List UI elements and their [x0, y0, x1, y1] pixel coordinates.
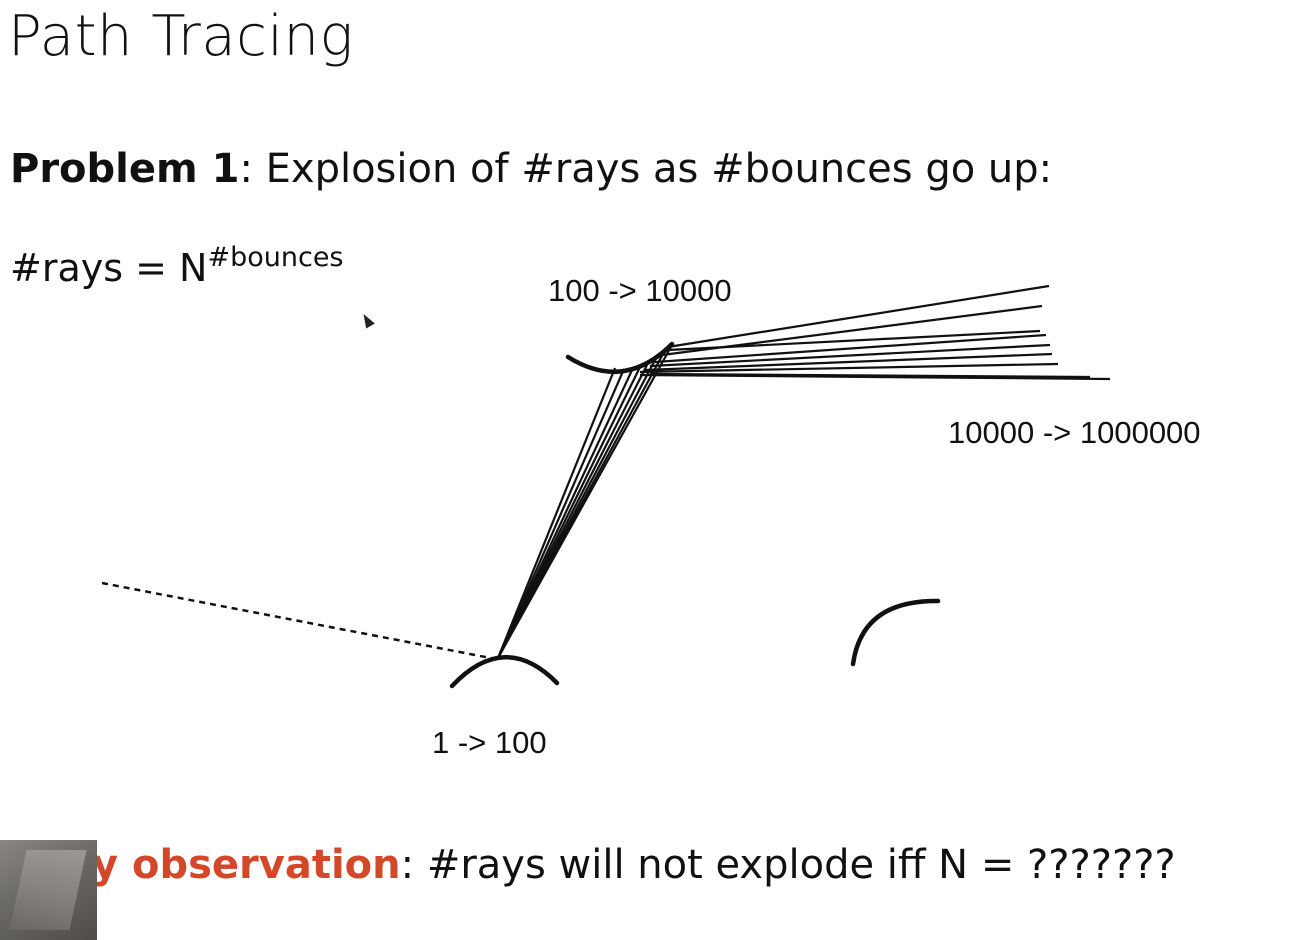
formula-exponent: #bounces — [207, 242, 344, 274]
label-first-bounce: 1 -> 100 — [432, 725, 547, 760]
surface-third — [850, 598, 941, 667]
observation-keyword: y observation — [92, 842, 401, 888]
formula-base: #rays = N — [10, 246, 208, 290]
webcam-shade — [9, 850, 87, 930]
problem-text: : Explosion of #rays as #bounces go up: — [239, 146, 1053, 192]
problem-statement: Problem 1: Explosion of #rays as #bounce… — [10, 146, 1052, 192]
problem-label: Problem 1 — [10, 146, 240, 192]
label-third-bounce: 10000 -> 1000000 — [948, 415, 1201, 450]
surface-first-bounce — [449, 655, 560, 689]
label-second-bounce: 100 -> 10000 — [548, 273, 732, 308]
rays-first-bounce — [496, 344, 673, 659]
slide-title: Path Tracing — [8, 4, 354, 69]
rays-second-bounce — [639, 284, 1111, 381]
rays-formula: #rays = N#bounces — [10, 244, 344, 290]
camera-ray — [101, 581, 497, 661]
observation-text: : #rays will not explode iff N = ??????? — [400, 842, 1176, 888]
key-observation: y observation: #rays will not explode if… — [92, 842, 1176, 888]
surface-second-bounce — [565, 341, 675, 375]
webcam-overlay — [0, 840, 97, 940]
